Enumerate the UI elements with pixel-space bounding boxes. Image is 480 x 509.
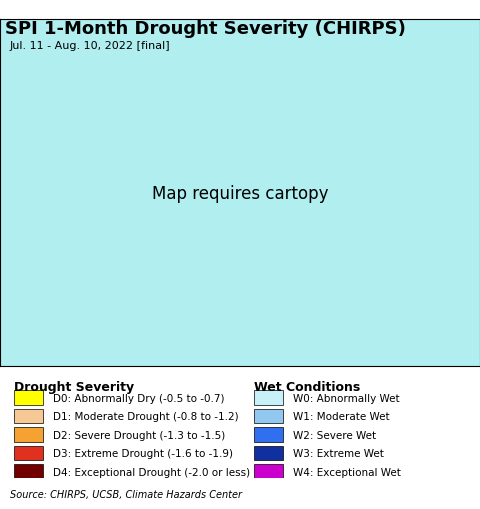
Text: Map requires cartopy: Map requires cartopy [152, 184, 328, 203]
Text: W1: Moderate Wet: W1: Moderate Wet [293, 411, 389, 421]
Text: Source: CHIRPS, UCSB, Climate Hazards Center: Source: CHIRPS, UCSB, Climate Hazards Ce… [10, 489, 241, 499]
Text: D0: Abnormally Dry (-0.5 to -0.7): D0: Abnormally Dry (-0.5 to -0.7) [53, 393, 224, 403]
Text: D4: Exceptional Drought (-2.0 or less): D4: Exceptional Drought (-2.0 or less) [53, 467, 250, 477]
Bar [254, 409, 283, 423]
Text: Wet Conditions: Wet Conditions [254, 380, 360, 393]
Bar [14, 464, 43, 479]
Text: SPI 1-Month Drought Severity (CHIRPS): SPI 1-Month Drought Severity (CHIRPS) [5, 20, 406, 38]
Text: Drought Severity: Drought Severity [14, 380, 134, 393]
Text: D3: Extreme Drought (-1.6 to -1.9): D3: Extreme Drought (-1.6 to -1.9) [53, 448, 233, 458]
Text: D1: Moderate Drought (-0.8 to -1.2): D1: Moderate Drought (-0.8 to -1.2) [53, 411, 239, 421]
Text: W2: Severe Wet: W2: Severe Wet [293, 430, 376, 440]
Bar [14, 390, 43, 405]
Text: W3: Extreme Wet: W3: Extreme Wet [293, 448, 384, 458]
Text: W0: Abnormally Wet: W0: Abnormally Wet [293, 393, 399, 403]
Bar [254, 446, 283, 461]
Bar [254, 464, 283, 479]
Bar [254, 428, 283, 442]
Bar [254, 390, 283, 405]
Text: D2: Severe Drought (-1.3 to -1.5): D2: Severe Drought (-1.3 to -1.5) [53, 430, 225, 440]
Text: Jul. 11 - Aug. 10, 2022 [final]: Jul. 11 - Aug. 10, 2022 [final] [10, 41, 170, 51]
Text: W4: Exceptional Wet: W4: Exceptional Wet [293, 467, 401, 477]
Bar [14, 428, 43, 442]
Bar [14, 446, 43, 461]
Bar [14, 409, 43, 423]
